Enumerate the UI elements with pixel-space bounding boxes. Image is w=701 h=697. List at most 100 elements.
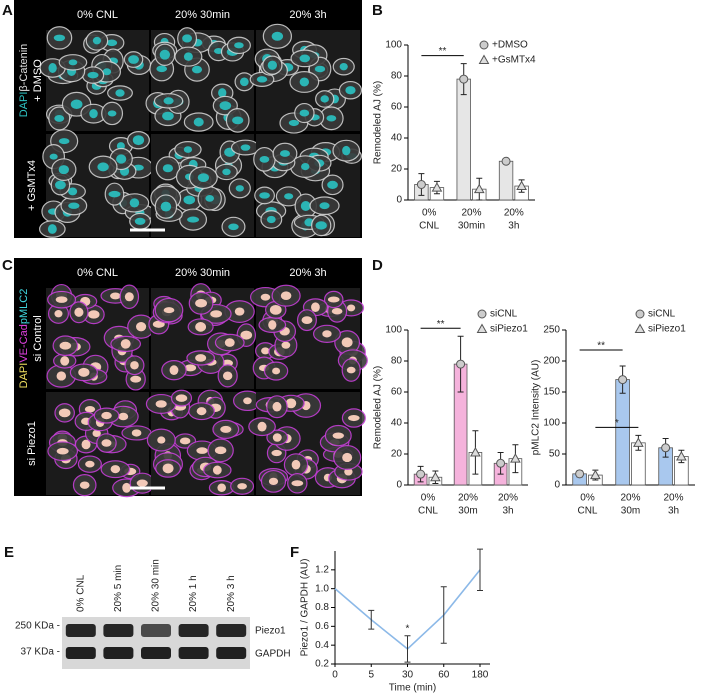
nucleus	[259, 192, 270, 199]
nucleus	[205, 195, 215, 202]
nucleus	[68, 202, 80, 209]
stain-name: β-Catenin	[18, 44, 30, 92]
y-tick-label: 80	[391, 71, 403, 82]
nucleus	[54, 114, 65, 122]
nucleus	[234, 307, 245, 316]
nucleus	[58, 138, 70, 145]
nucleus	[222, 371, 233, 381]
nucleus	[299, 109, 310, 117]
nucleus	[239, 77, 249, 87]
nucleus	[184, 364, 197, 372]
nucleus	[58, 408, 71, 418]
y-tick-label: 0.2	[315, 659, 329, 670]
marker	[661, 443, 671, 453]
nucleus	[183, 52, 193, 61]
nucleus	[118, 412, 129, 421]
nucleus	[272, 433, 282, 442]
nucleus	[191, 65, 203, 74]
x-tick-label: 0	[332, 670, 338, 681]
nucleus	[49, 153, 58, 160]
nucleus	[120, 339, 131, 349]
marker	[634, 323, 646, 333]
stain-name: pMLC2	[18, 289, 30, 324]
nucleus	[339, 62, 348, 71]
band	[141, 647, 171, 659]
error-bar	[404, 635, 411, 663]
x-tick-label: 180	[472, 670, 489, 681]
nucleus	[322, 330, 332, 338]
y-tick-label: 0	[554, 480, 560, 491]
nucleus	[301, 162, 310, 171]
nucleus	[108, 190, 121, 198]
bar	[498, 160, 514, 201]
nucleus	[271, 31, 284, 41]
y-tick-label: 50	[549, 449, 561, 460]
column-label: 20% 3h	[289, 267, 326, 279]
x-tick-label: CNL	[418, 506, 438, 517]
y-tick-label: 40	[391, 133, 403, 144]
x-tick-label: 5	[368, 670, 374, 681]
significance-label: *	[615, 418, 619, 429]
y-tick-label: 0.8	[315, 602, 329, 613]
nucleus	[260, 293, 271, 301]
x-tick-label: 0%	[421, 493, 436, 504]
nucleus	[115, 89, 125, 97]
nucleus	[162, 463, 174, 474]
nucleus	[327, 180, 338, 189]
nucleus	[314, 65, 326, 73]
column-label: 0% CNL	[77, 267, 118, 279]
error-bar	[440, 586, 447, 644]
nucleus	[102, 68, 112, 76]
nucleus	[85, 460, 95, 468]
nucleus	[81, 439, 91, 450]
nucleus	[163, 307, 175, 314]
bar	[456, 78, 471, 201]
nucleus	[56, 447, 69, 455]
panel-letter: F	[290, 544, 299, 561]
nucleus	[183, 146, 193, 153]
nucleus	[319, 202, 330, 210]
nucleus	[163, 97, 174, 105]
nucleus	[332, 432, 344, 439]
y-tick-label: 60	[391, 387, 403, 398]
nucleus	[281, 341, 291, 349]
band	[216, 647, 247, 659]
nucleus	[256, 76, 268, 83]
column-label: 0% CNL	[77, 9, 118, 21]
y-tick-label: 250	[543, 325, 560, 336]
nucleus	[342, 145, 351, 156]
nucleus	[124, 292, 134, 302]
nucleus	[266, 215, 276, 224]
x-tick-label: 3h	[502, 506, 513, 517]
band	[103, 647, 134, 659]
nucleus	[136, 479, 148, 487]
nucleus	[155, 400, 167, 408]
nucleus	[131, 429, 142, 437]
x-tick-label: 20%	[620, 493, 640, 504]
x-tick-label: CNL	[419, 221, 439, 232]
nucleus	[284, 193, 294, 200]
nucleus	[160, 201, 172, 212]
lane-label: 20% 5 min	[113, 565, 124, 612]
significance-label: *	[406, 623, 410, 634]
legend-label: +DMSO	[492, 40, 528, 51]
nucleus	[288, 119, 299, 127]
y-tick-label: 0.6	[315, 621, 329, 632]
nucleus	[327, 296, 340, 303]
nucleus	[60, 356, 70, 366]
stain-label: DAPIβ-Catenin	[18, 44, 30, 118]
nucleus	[257, 421, 267, 432]
marker	[590, 469, 601, 480]
panel-letter: B	[372, 2, 383, 19]
lane-label: 20% 1 h	[188, 575, 199, 612]
x-tick-label: CNL	[577, 506, 597, 517]
nucleus	[159, 49, 171, 60]
y-tick-label: 20	[391, 164, 403, 175]
nucleus	[268, 477, 279, 486]
nucleus	[320, 95, 329, 103]
nucleus	[342, 452, 353, 463]
marker	[635, 309, 645, 319]
nucleus	[128, 55, 139, 64]
marker	[430, 471, 441, 482]
x-tick-label: 3h	[508, 221, 519, 232]
